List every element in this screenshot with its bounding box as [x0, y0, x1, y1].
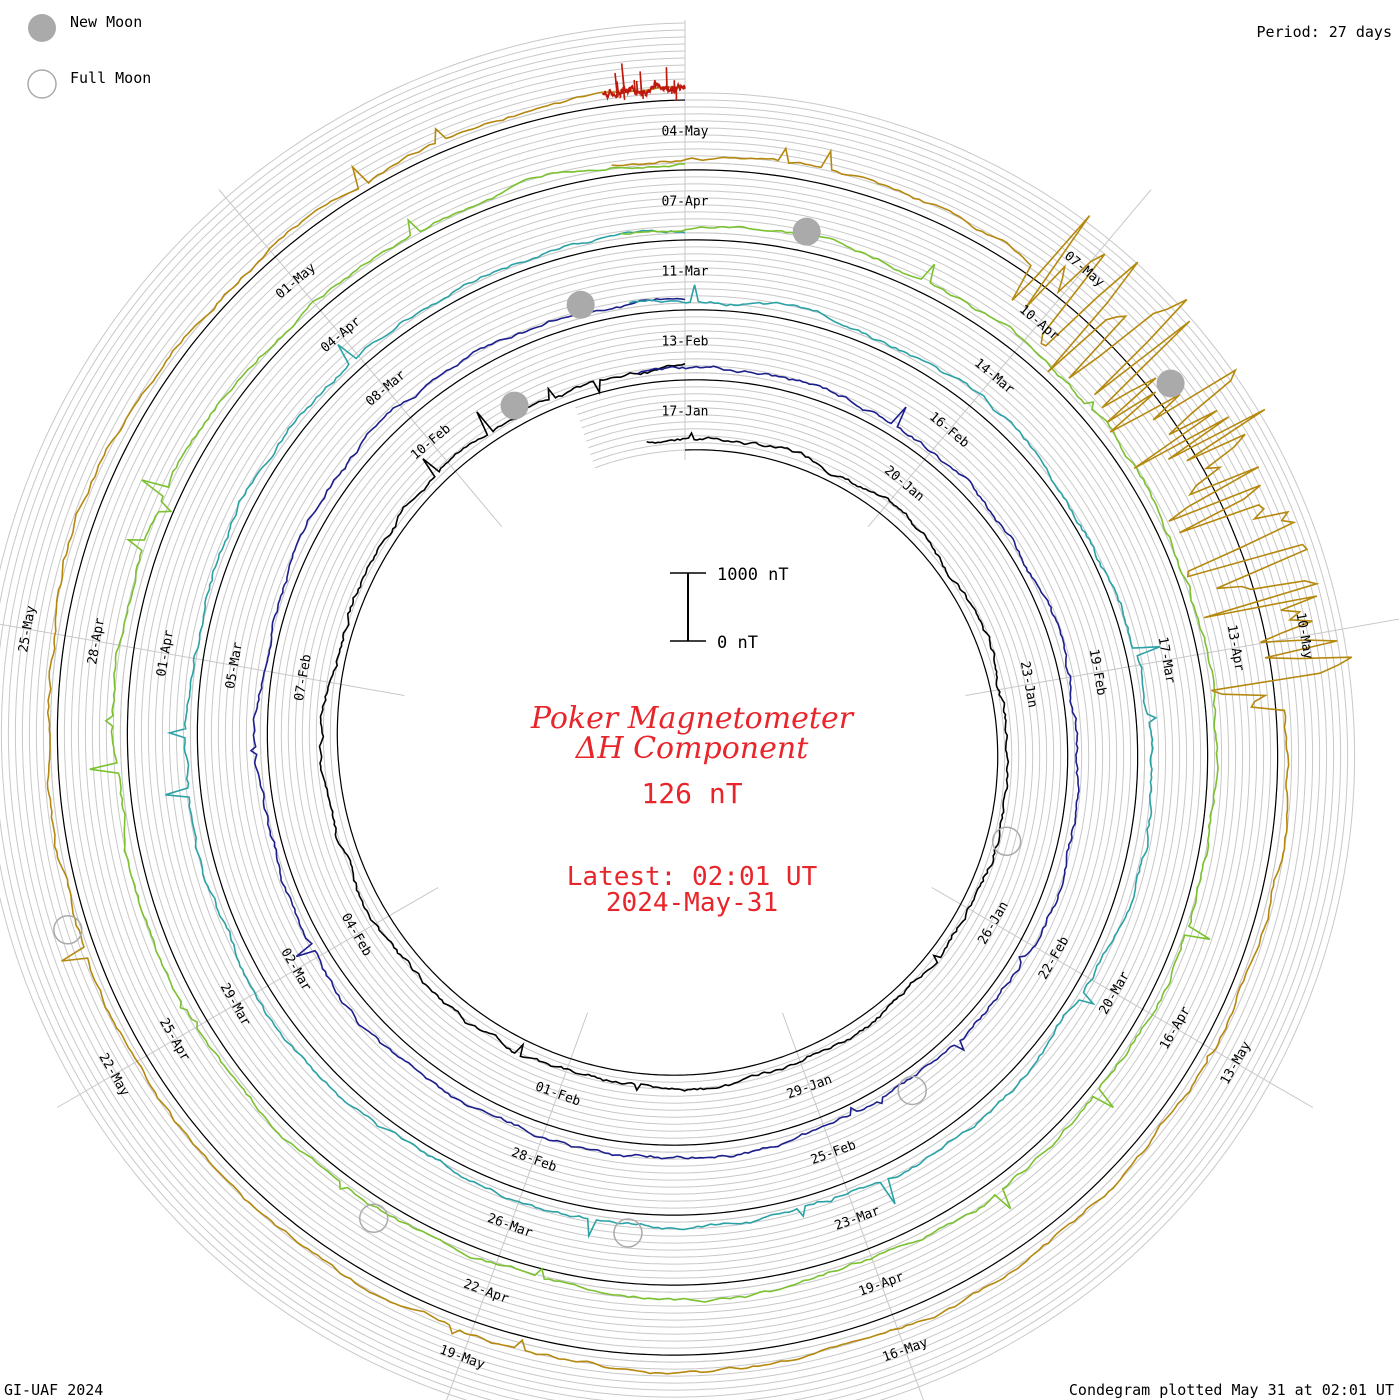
scale-bottom-label: 0 nT [717, 633, 758, 653]
new-moon-marker [500, 391, 529, 420]
full-moon-marker [991, 826, 1022, 857]
latest-date: 2024-May-31 [606, 888, 778, 918]
new-moon-legend-label: New Moon [70, 13, 142, 31]
rotation-trace [318, 363, 1010, 1092]
date-label: 13-Feb [662, 335, 709, 350]
date-label: 07-Apr [662, 195, 709, 210]
rotation-trace [89, 163, 1219, 1303]
day-spoke [0, 623, 405, 697]
chart-title: Poker Magnetometer [530, 701, 855, 736]
date-label: 19-Feb [1086, 648, 1109, 697]
new-moon-marker [1156, 369, 1185, 398]
range-value: 126 nT [641, 777, 742, 810]
grid-ring [0, 36, 1342, 1400]
scale-top-label: 1000 nT [717, 565, 789, 585]
day-spoke [931, 887, 1314, 1108]
full-moon-marker [613, 1218, 643, 1248]
grid-ring [28, 71, 1307, 1384]
date-label: 23-Jan [1017, 660, 1040, 709]
rotation-trace [46, 85, 1353, 1375]
rotation-trace [165, 229, 1161, 1239]
plotted-label: Condegram plotted May 31 at 02:01 UT [1069, 1381, 1394, 1399]
grid-ring [42, 85, 1293, 1370]
moon-markers [53, 217, 1185, 1248]
grid-ring [7, 50, 1328, 1400]
date-label: 17-Jan [662, 405, 709, 420]
day-spoke [965, 618, 1400, 697]
full-moon-legend-label: Full Moon [70, 69, 151, 87]
full-moon-marker [358, 1203, 389, 1234]
new-moon-marker [566, 290, 595, 319]
new-moon-legend-icon [28, 14, 56, 42]
full-moon-marker [53, 915, 83, 945]
date-label: 11-Mar [662, 265, 709, 280]
baseline-spiral-line [56, 99, 1279, 1356]
day-spoke [782, 1012, 924, 1400]
rotation-trace [249, 297, 1080, 1160]
data-traces [46, 63, 1353, 1375]
credit-label: GI-UAF 2024 [4, 1381, 103, 1399]
full-moon-legend-icon [27, 69, 57, 99]
grid-ring [14, 57, 1321, 1398]
rotation-trace [602, 63, 686, 101]
day-spoke [218, 189, 503, 527]
chart-subtitle: ΔH Component [575, 731, 809, 766]
baseline-spiral [56, 99, 1279, 1356]
full-moon-marker [897, 1075, 927, 1106]
grid-ring [35, 78, 1300, 1377]
date-label: 04-May [662, 125, 709, 140]
grid-ring [21, 64, 1314, 1391]
latest-time: Latest: 02:01 UT [567, 862, 818, 892]
day-spoke [867, 189, 1152, 527]
grid-ring [0, 43, 1335, 1400]
new-moon-marker [792, 217, 821, 246]
period-label: Period: 27 days [1257, 23, 1392, 41]
day-spoke [446, 1012, 588, 1400]
